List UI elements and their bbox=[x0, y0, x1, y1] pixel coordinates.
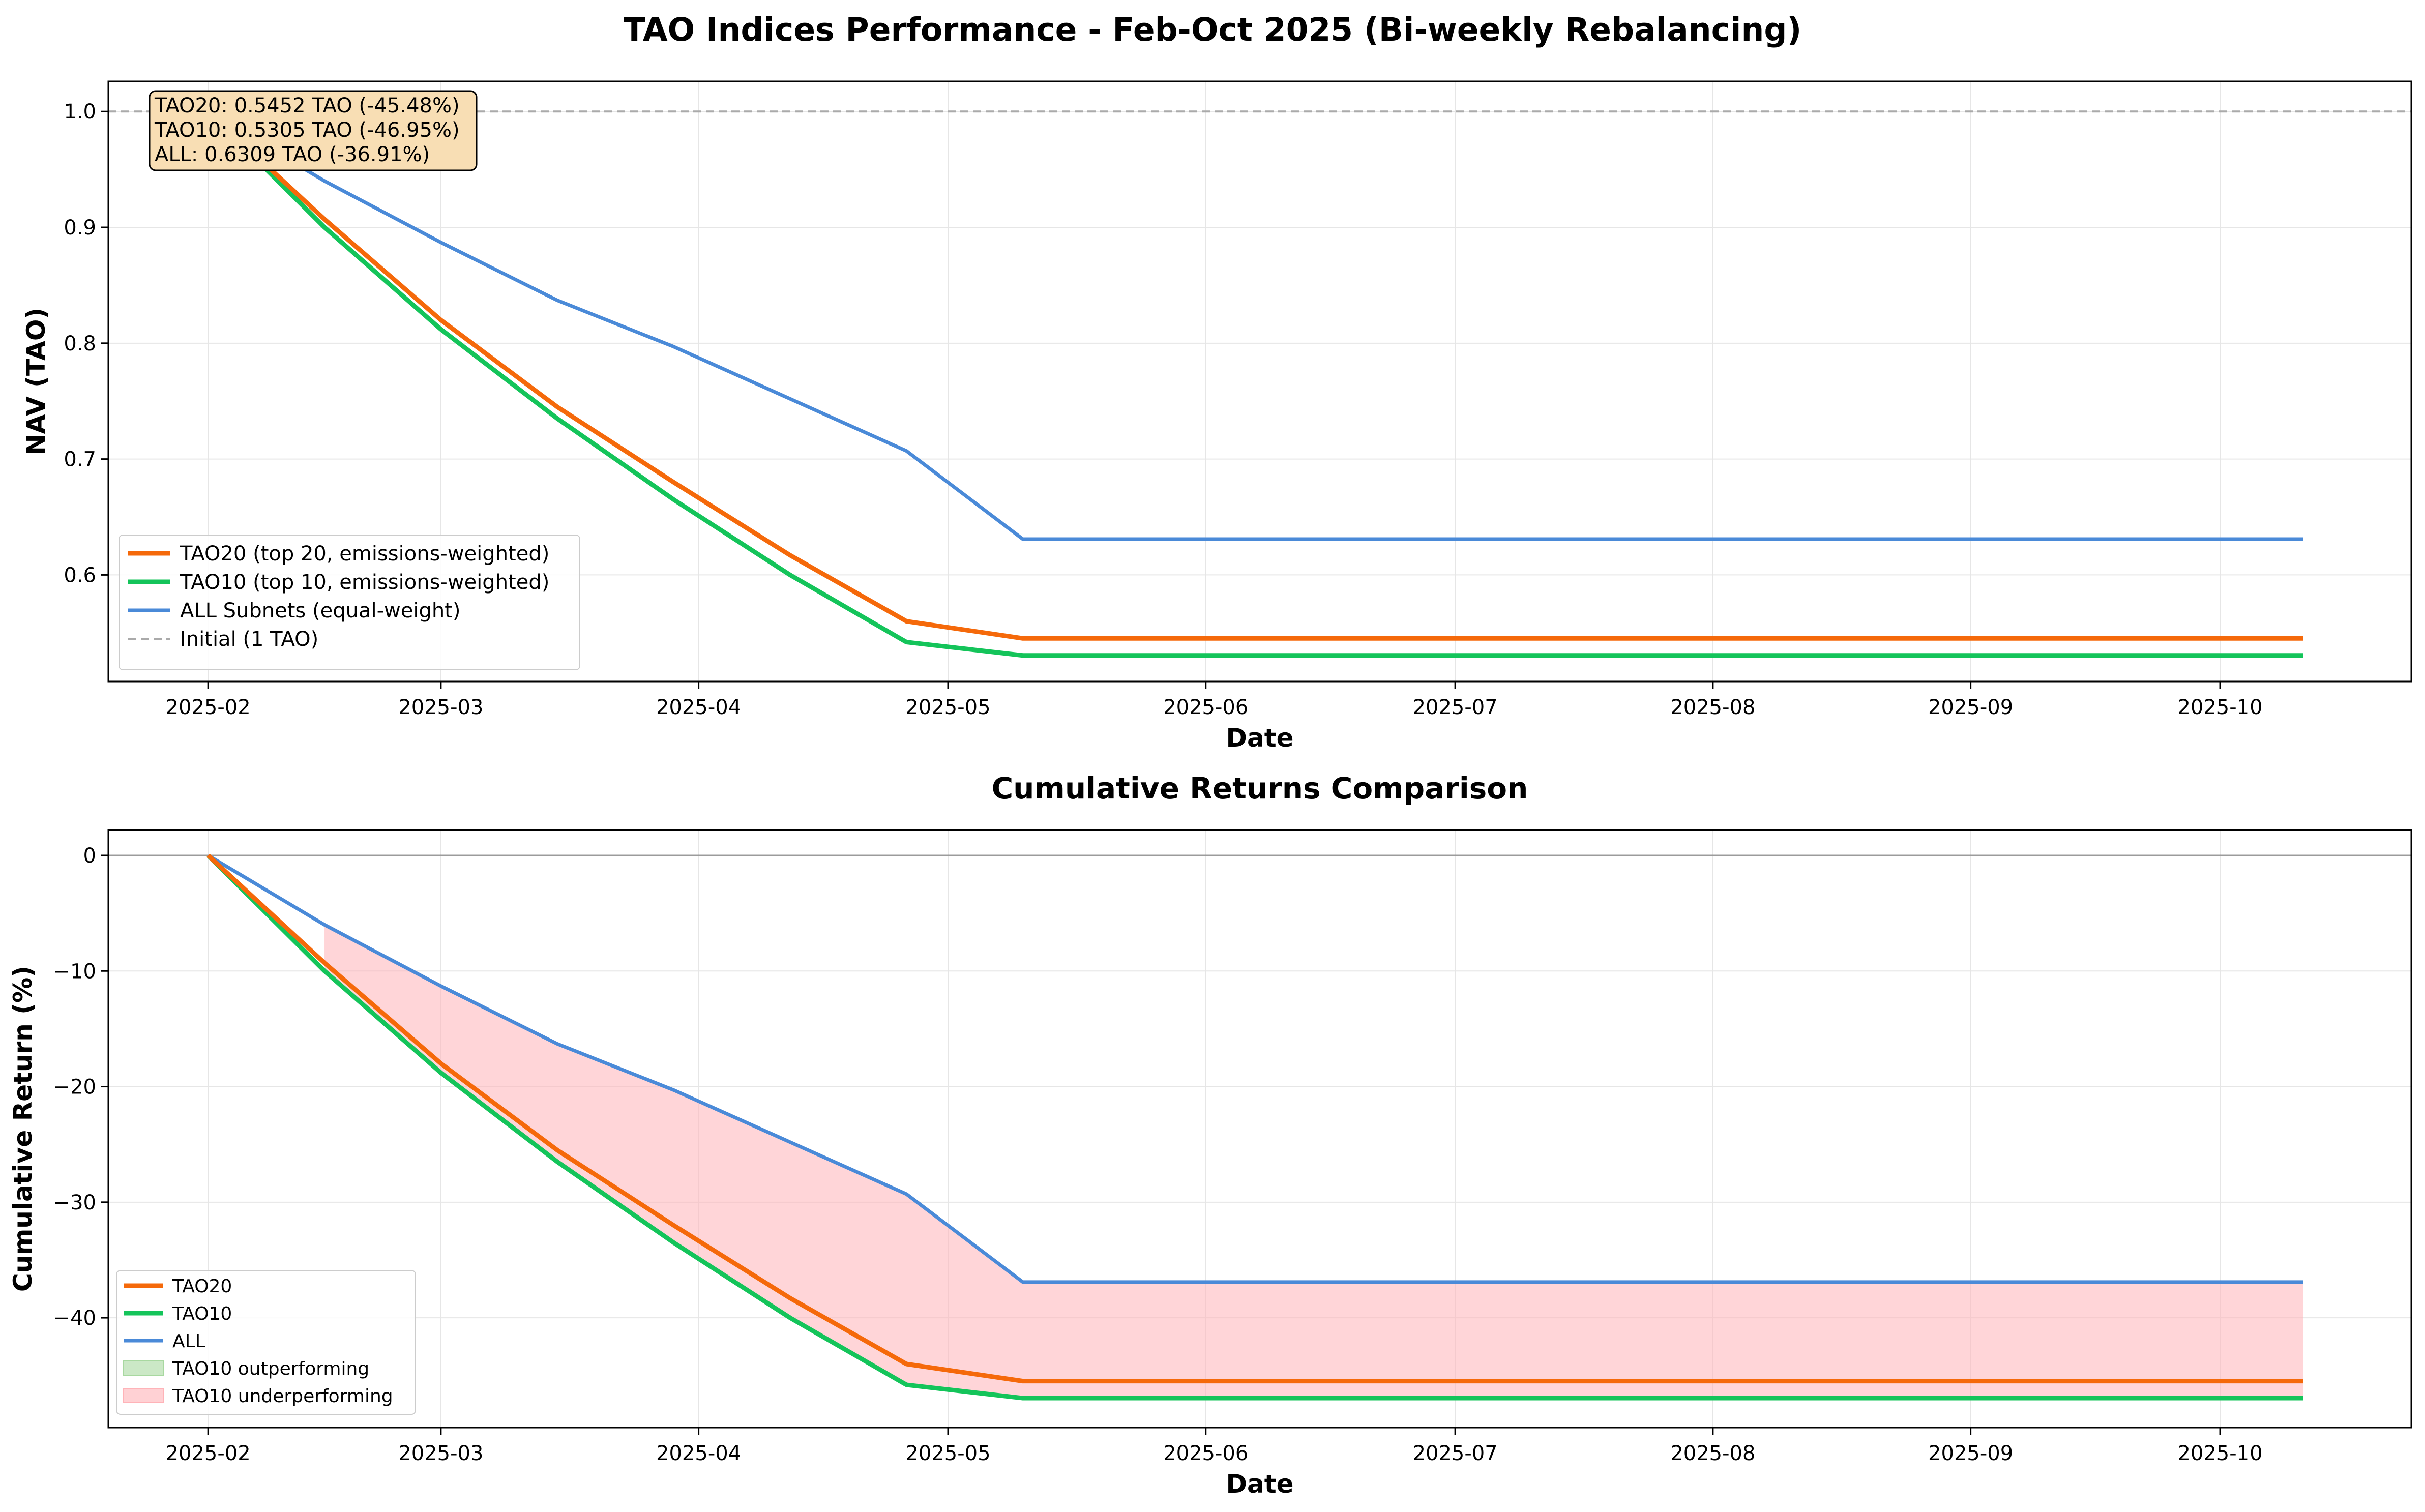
y-tick-label: −40 bbox=[53, 1307, 96, 1330]
y-tick-label: −30 bbox=[53, 1191, 96, 1214]
x-tick-label: 2025-06 bbox=[1163, 1442, 1248, 1465]
legend-label: TAO10 outperforming bbox=[172, 1358, 369, 1379]
annotation-line: TAO10: 0.5305 TAO (-46.95%) bbox=[154, 118, 460, 142]
y-tick-label: −20 bbox=[53, 1076, 96, 1099]
y-tick-label: 1.0 bbox=[64, 100, 96, 124]
legend-label-tao10: TAO10 (top 10, emissions-weighted) bbox=[180, 571, 549, 594]
x-tick-label: 2025-08 bbox=[1670, 1442, 1755, 1465]
legend-swatch-fill_over bbox=[123, 1360, 164, 1376]
x-tick-label: 2025-04 bbox=[656, 1442, 741, 1465]
plot-frame bbox=[107, 829, 2412, 1429]
x-tick-label: 2025-07 bbox=[1413, 696, 1498, 719]
legend-label-all: ALL Subnets (equal-weight) bbox=[180, 599, 460, 622]
x-tick-label: 2025-10 bbox=[2177, 696, 2262, 719]
x-tick-label: 2025-07 bbox=[1413, 1442, 1498, 1465]
plot-frame bbox=[107, 80, 2412, 683]
series-line-tao10 bbox=[206, 110, 2303, 658]
y-tick-label: 0.7 bbox=[64, 448, 96, 471]
annotation-box bbox=[149, 90, 478, 171]
x-tick-label: 2025-09 bbox=[1928, 696, 2013, 719]
legend-box bbox=[119, 535, 580, 670]
underperforming-fill bbox=[324, 925, 2303, 1399]
legend-label-tao20: TAO20 (top 20, emissions-weighted) bbox=[180, 542, 549, 566]
x-tick-label: 2025-05 bbox=[905, 696, 990, 719]
x-tick-label: 2025-04 bbox=[656, 696, 741, 719]
legend-label-initial: Initial (1 TAO) bbox=[180, 628, 318, 651]
x-tick-label: 2025-02 bbox=[166, 696, 251, 719]
annotation-line: TAO20: 0.5452 TAO (-45.48%) bbox=[154, 94, 460, 117]
y-tick-label: 0.6 bbox=[64, 564, 96, 587]
legend-label: TAO20 bbox=[172, 1276, 232, 1297]
y-axis-title: Cumulative Return (%) bbox=[8, 966, 38, 1292]
legend-label: ALL bbox=[172, 1331, 205, 1352]
legend-swatch-fill_under bbox=[123, 1388, 164, 1403]
x-tick-label: 2025-05 bbox=[905, 1442, 990, 1465]
y-tick-label: −10 bbox=[53, 960, 96, 983]
x-tick-label: 2025-06 bbox=[1163, 696, 1248, 719]
y-axis-title: NAV (TAO) bbox=[21, 308, 51, 455]
x-axis-title: Date bbox=[1226, 723, 1293, 753]
x-tick-label: 2025-03 bbox=[398, 1442, 483, 1465]
y-tick-label: 0 bbox=[83, 844, 96, 868]
panel-title: Cumulative Returns Comparison bbox=[992, 771, 1528, 806]
series-line-tao10 bbox=[206, 853, 2303, 1401]
returns-panel: 2025-02 2025-03 2025-04 2025-05 2025-06 2025-… bbox=[8, 771, 2412, 1499]
x-tick-label: 2025-03 bbox=[398, 696, 483, 719]
x-tick-label: 2025-10 bbox=[2177, 1442, 2262, 1465]
x-tick-label: 2025-08 bbox=[1670, 696, 1755, 719]
legend-label: TAO10 underperforming bbox=[172, 1386, 393, 1407]
x-axis-title: Date bbox=[1226, 1469, 1293, 1499]
series-line-tao20 bbox=[206, 853, 2303, 1384]
y-tick-label: 0.9 bbox=[64, 216, 96, 240]
x-tick-label: 2025-02 bbox=[166, 1442, 251, 1465]
nav-panel: 2025-02 2025-03 2025-04 2025-05 2025-06 2025-… bbox=[21, 80, 2412, 753]
series-line-all bbox=[207, 853, 2303, 1284]
y-tick-label: 0.8 bbox=[64, 332, 96, 355]
annotation-line: ALL: 0.6309 TAO (-36.91%) bbox=[155, 143, 430, 166]
legend-box bbox=[116, 1270, 416, 1415]
series-line-all bbox=[207, 110, 2303, 541]
x-tick-label: 2025-09 bbox=[1928, 1442, 2013, 1465]
series-line-tao20 bbox=[206, 109, 2303, 641]
legend-label: TAO10 bbox=[172, 1303, 232, 1324]
figure-title: TAO Indices Performance - Feb-Oct 2025 (… bbox=[624, 11, 1802, 48]
